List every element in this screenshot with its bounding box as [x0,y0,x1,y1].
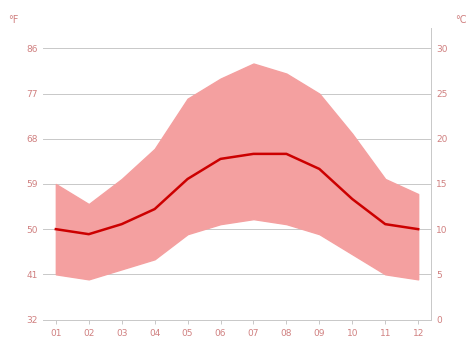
Text: °C: °C [455,16,466,26]
Text: °F: °F [8,16,18,26]
